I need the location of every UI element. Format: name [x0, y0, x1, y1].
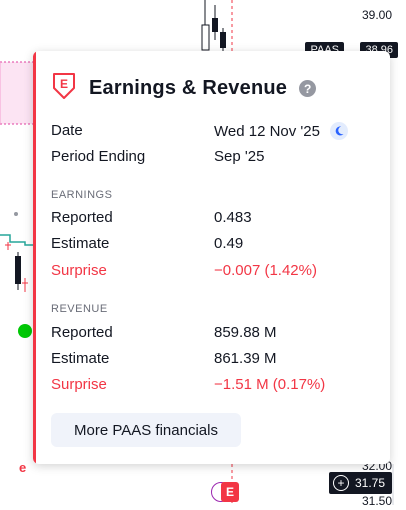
earnings-popup: E Earnings & Revenue ? Date Wed 12 Nov '… — [33, 51, 390, 464]
period-label: Period Ending — [51, 148, 146, 165]
popup-header: E Earnings & Revenue ? — [51, 72, 317, 105]
earnings-surprise-value: −0.007 (1.42%) — [214, 262, 317, 279]
top-candle-body-3 — [220, 32, 226, 48]
date-value-group: Wed 12 Nov '25 — [214, 122, 348, 140]
grey-dot — [14, 212, 18, 216]
earnings-marker-icon: E — [221, 482, 239, 502]
date-value: Wed 12 Nov '25 — [214, 122, 320, 140]
revenue-estimate-label: Estimate — [51, 350, 110, 367]
earnings-shield-icon: E — [51, 72, 77, 105]
current-price-value: 31.75 — [354, 476, 385, 490]
earnings-marker[interactable]: E — [211, 481, 239, 503]
price-axis-label-bottom: 31.50 — [361, 494, 392, 508]
current-price-tag[interactable]: + 31.75 — [328, 472, 392, 494]
earnings-reported-label: Reported — [51, 209, 113, 226]
revenue-surprise-label: Surprise — [51, 376, 107, 393]
svg-text:E: E — [60, 77, 68, 91]
revenue-estimate-value: 861.39 M — [214, 350, 277, 367]
moon-icon — [329, 122, 348, 140]
period-value: Sep '25 — [214, 148, 265, 165]
revenue-reported-value: 859.88 M — [214, 324, 277, 341]
earnings-estimate-label: Estimate — [51, 235, 110, 252]
green-dot-marker — [18, 324, 32, 338]
earnings-surprise-label: Surprise — [51, 262, 107, 279]
plus-circle-icon[interactable]: + — [332, 475, 349, 491]
earnings-estimate-value: 0.49 — [214, 235, 244, 252]
earnings-reported-value: 0.483 — [214, 209, 252, 226]
popup-title: Earnings & Revenue — [89, 77, 288, 99]
more-financials-button[interactable]: More PAAS financials — [51, 413, 241, 447]
candle-body — [15, 256, 21, 284]
top-candle-body-2 — [212, 18, 218, 32]
revenue-reported-label: Reported — [51, 324, 113, 341]
event-marker-e[interactable]: e — [19, 460, 27, 475]
help-icon[interactable]: ? — [299, 80, 317, 97]
date-label: Date — [51, 122, 83, 139]
revenue-surprise-value: −1.51 M (0.17%) — [214, 376, 326, 393]
indicator-line — [0, 234, 40, 246]
top-candle-body — [201, 24, 210, 51]
revenue-section-label: REVENUE — [51, 303, 108, 315]
earnings-section-label: EARNINGS — [51, 189, 113, 201]
price-axis-label-top: 39.00 — [361, 8, 392, 22]
